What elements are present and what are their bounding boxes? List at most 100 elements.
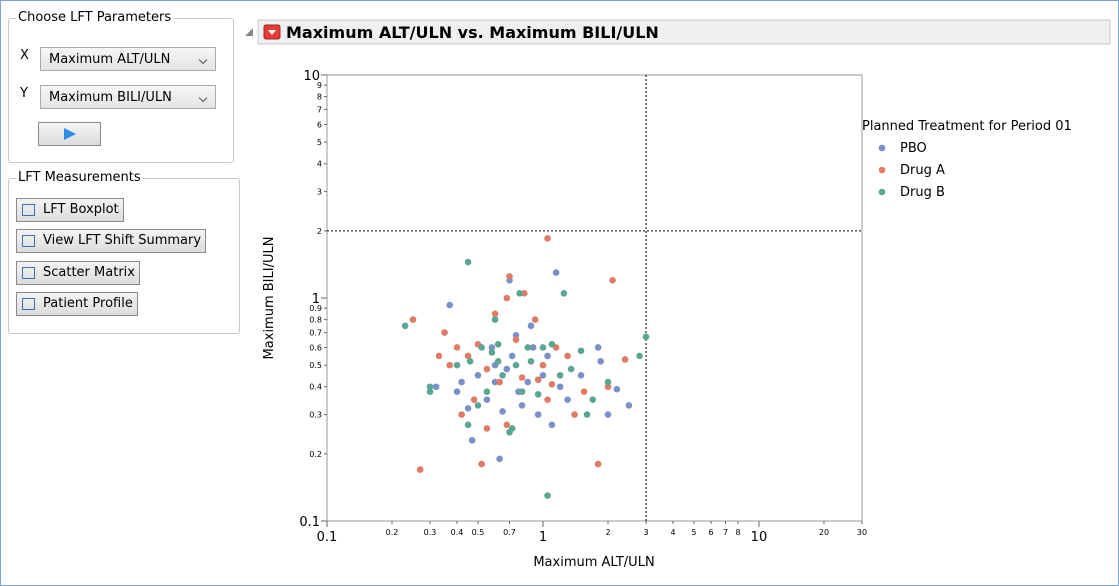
point xyxy=(478,344,485,351)
x-tick-label: 30 xyxy=(857,528,867,537)
y-tick-label: 0.3 xyxy=(309,411,322,420)
point xyxy=(604,411,612,418)
point xyxy=(518,388,526,396)
point xyxy=(466,358,474,365)
point xyxy=(496,378,503,386)
point xyxy=(544,396,551,403)
point xyxy=(521,289,528,297)
scatter-matrix-button[interactable]: Scatter Matrix xyxy=(16,261,140,285)
x-tick-label: 0.4 xyxy=(451,528,464,537)
button-label: Patient Profile xyxy=(43,296,133,311)
y-tick-label: 0.7 xyxy=(309,329,322,338)
plot-frame xyxy=(326,74,863,522)
point xyxy=(556,372,564,379)
boxplot-button[interactable]: LFT Boxplot xyxy=(16,198,124,222)
point xyxy=(508,352,516,360)
x-label: X xyxy=(20,48,29,63)
point xyxy=(534,390,542,398)
x-tick-label: 8 xyxy=(735,528,740,537)
point xyxy=(589,396,597,403)
point xyxy=(474,402,482,409)
point xyxy=(453,361,461,369)
y-tick-label: 0.4 xyxy=(309,383,322,392)
y-tick-label: 6 xyxy=(317,120,322,129)
point xyxy=(539,361,547,369)
patient-profile-button[interactable]: Patient Profile xyxy=(16,292,138,316)
point xyxy=(491,378,499,386)
point xyxy=(494,340,502,348)
point xyxy=(458,378,465,386)
point xyxy=(518,402,526,409)
chart-title: Maximum ALT/ULN vs. Maximum BILI/ULN xyxy=(286,23,659,42)
button-label: View LFT Shift Summary xyxy=(43,233,202,248)
y-tick-label: 3 xyxy=(317,188,322,197)
legend-label: Drug B xyxy=(900,185,945,200)
point xyxy=(483,365,491,373)
y-tick-label: 0.6 xyxy=(309,343,322,352)
point xyxy=(512,336,520,344)
group-title: LFT Measurements xyxy=(16,170,143,185)
y-tick-label: 0.9 xyxy=(309,304,322,313)
shift-summary-button[interactable]: View LFT Shift Summary xyxy=(16,229,207,253)
y-axis-label: Maximum BILI/ULN xyxy=(262,237,277,360)
y-tick-label: 9 xyxy=(317,81,322,90)
legend-marker xyxy=(878,188,886,196)
run-button[interactable] xyxy=(38,122,101,146)
icon xyxy=(22,204,35,216)
point xyxy=(483,425,491,432)
point xyxy=(527,322,535,330)
icon xyxy=(22,298,35,310)
point xyxy=(503,365,511,373)
point xyxy=(512,361,520,369)
point xyxy=(416,466,424,473)
collapse-icon[interactable] xyxy=(245,28,253,36)
point xyxy=(446,301,454,309)
point xyxy=(409,316,417,323)
point xyxy=(580,388,588,396)
point xyxy=(556,383,564,391)
point xyxy=(534,411,542,418)
group-title: Choose LFT Parameters xyxy=(16,10,174,25)
legend-marker xyxy=(878,144,886,152)
y-tick-label: 7 xyxy=(317,106,322,115)
icon xyxy=(22,267,35,279)
point xyxy=(499,408,506,415)
point xyxy=(548,340,556,348)
y-tick-label: 0.1 xyxy=(299,515,320,530)
point xyxy=(594,344,602,351)
y-tick-label: 0.8 xyxy=(309,316,322,325)
point xyxy=(583,411,591,418)
icon xyxy=(22,235,35,247)
y-tick-label: 0.2 xyxy=(309,450,322,459)
y-tick-label: 1 xyxy=(312,292,320,307)
x-tick-label: 6 xyxy=(708,528,713,537)
point xyxy=(478,460,485,468)
point xyxy=(496,455,503,463)
point xyxy=(401,322,409,330)
x-dropdown[interactable]: Maximum ALT/ULN xyxy=(40,47,216,71)
y-dropdown[interactable]: Maximum BILI/ULN xyxy=(40,85,216,109)
point xyxy=(539,372,547,379)
point xyxy=(506,273,513,280)
point xyxy=(539,344,547,351)
title-bar xyxy=(257,19,1111,45)
point xyxy=(544,235,551,242)
point xyxy=(534,376,542,384)
point xyxy=(518,374,526,381)
y-tick-label: 5 xyxy=(317,138,322,147)
point xyxy=(508,425,516,432)
point xyxy=(446,361,454,369)
point xyxy=(503,294,511,302)
x-tick-label: 3 xyxy=(643,528,648,537)
x-tick-label: 0.2 xyxy=(386,528,399,537)
point xyxy=(516,289,523,297)
point xyxy=(441,329,448,336)
menu-arrow xyxy=(268,30,276,35)
point xyxy=(571,411,578,418)
point xyxy=(642,333,650,341)
point xyxy=(503,421,511,429)
point xyxy=(464,258,472,266)
point xyxy=(564,352,571,360)
point xyxy=(464,352,472,360)
x-tick-label: 20 xyxy=(819,528,829,537)
